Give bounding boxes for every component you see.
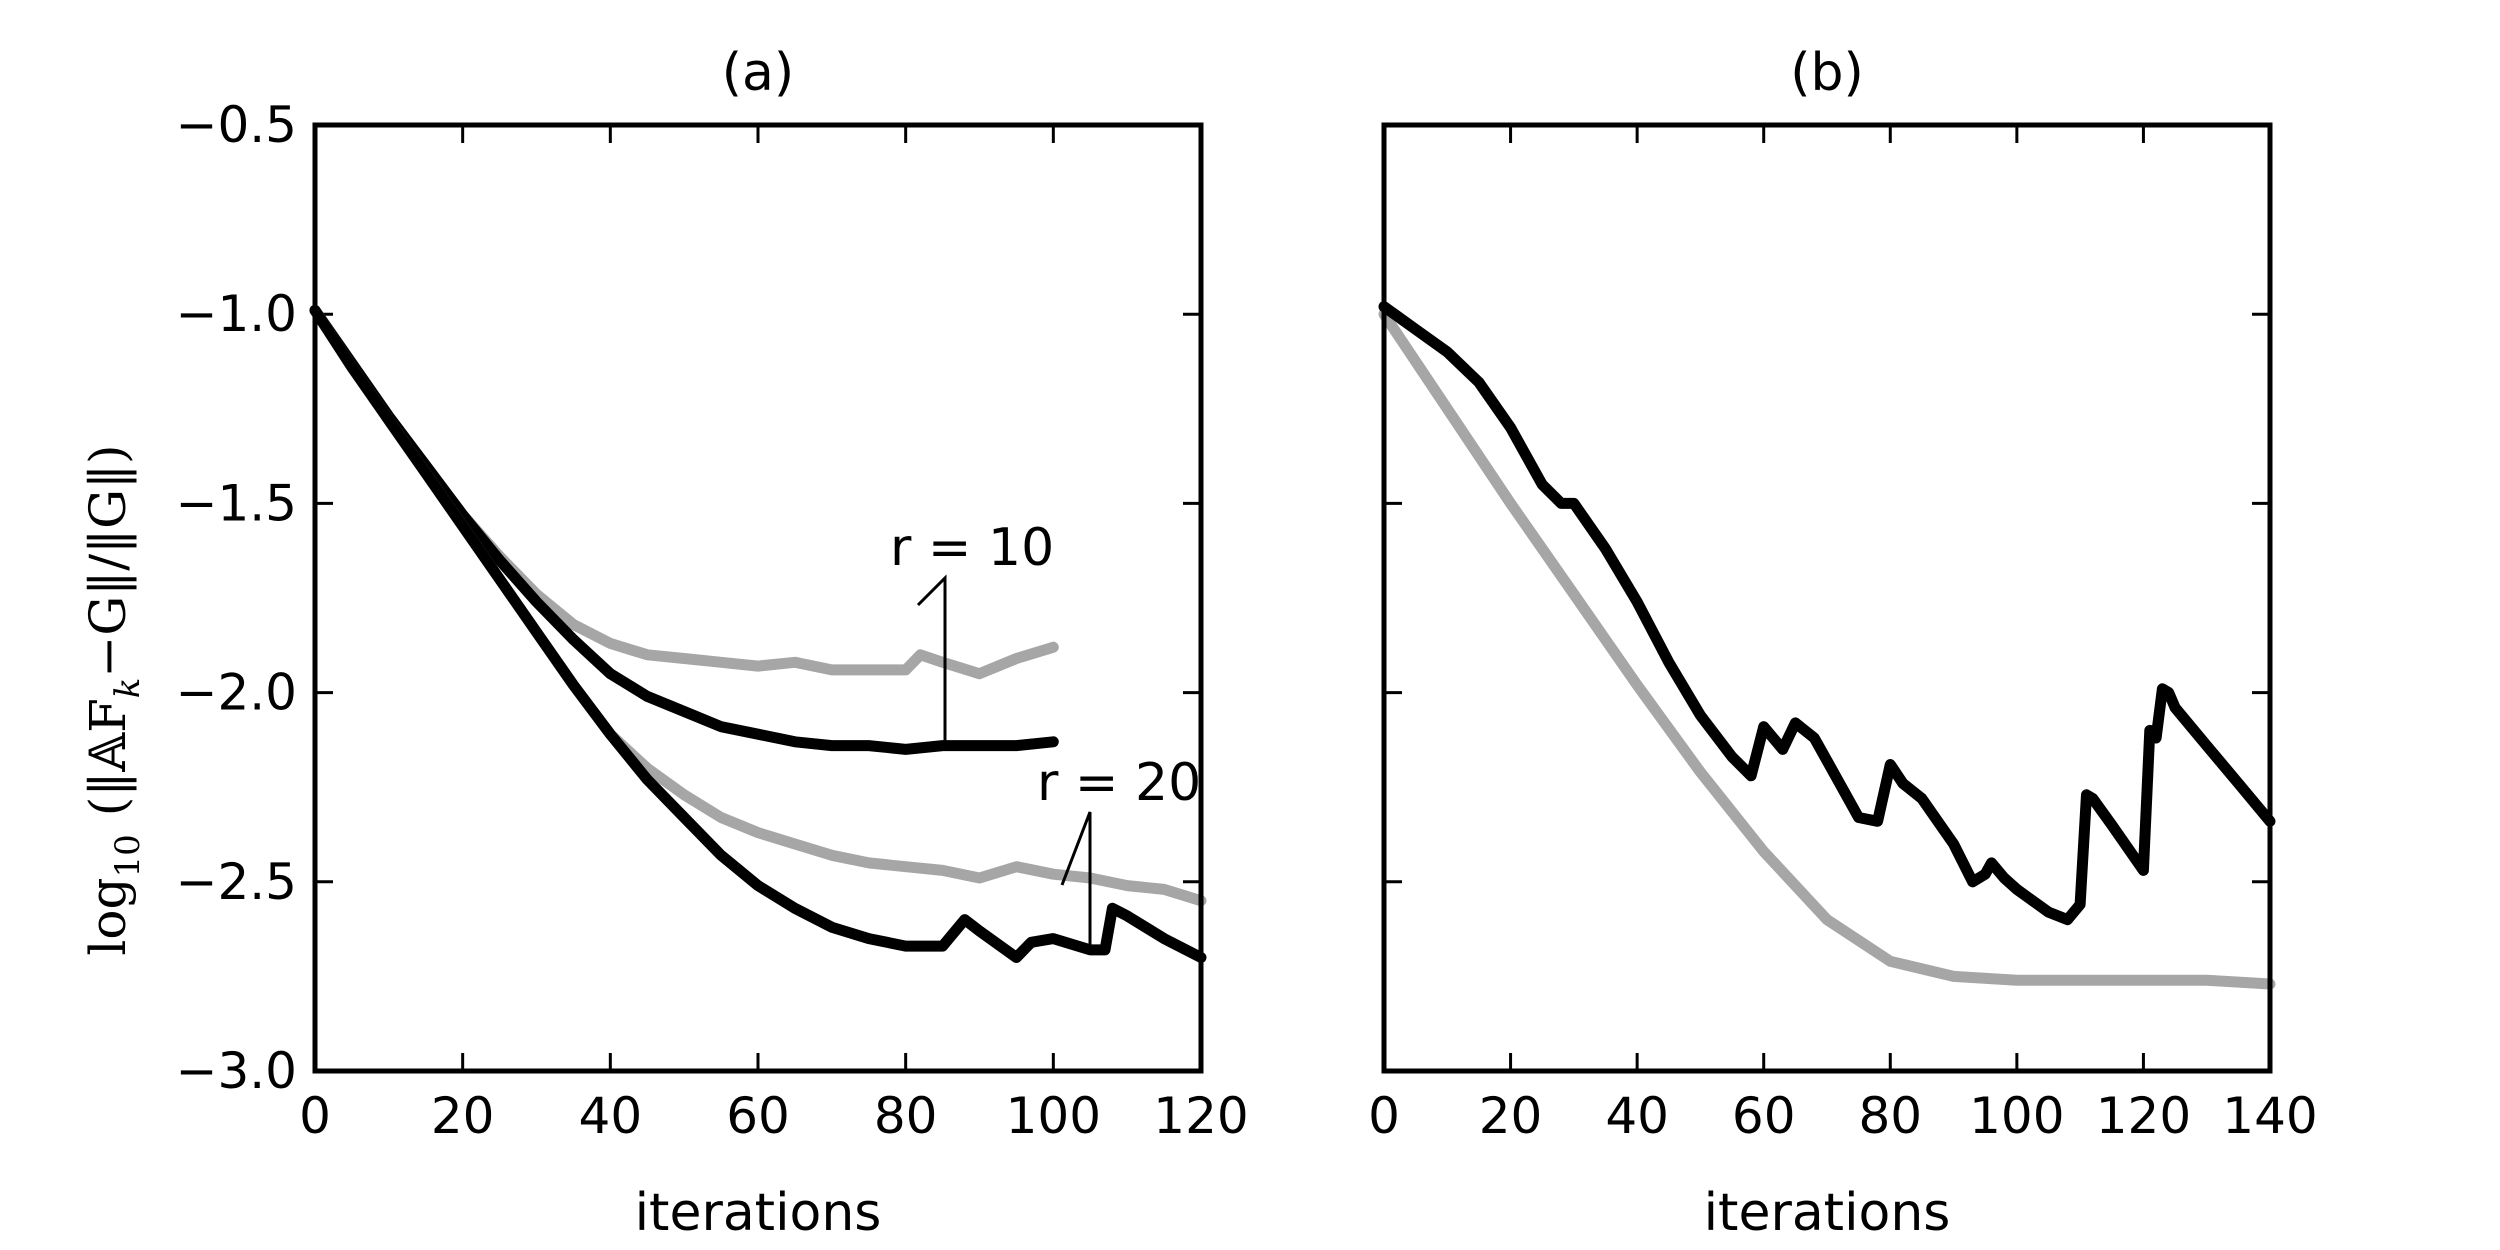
annotation-r10-leader	[916, 574, 947, 743]
panel-b-xtick-label-5: 100	[1969, 1087, 2064, 1145]
panel-b-series-0	[1378, 308, 2276, 990]
panel-b-x-axis-label: iterations	[1704, 1183, 1951, 1243]
annotation-r20-label: r = 20	[1037, 753, 1201, 813]
panel-a-series-0	[309, 304, 1059, 680]
panel-a-title: (a)	[722, 43, 794, 103]
panel-a-xtick-label-5: 100	[1006, 1087, 1101, 1145]
panel-a-xtick-label-2: 40	[579, 1087, 643, 1145]
panel-a-frame	[312, 122, 1204, 1074]
panel-b: (b) 0 20 40 60 80 100 120 140 iterations	[1368, 43, 2318, 1243]
panel-a-xtick-label-3: 60	[726, 1087, 790, 1145]
panel-a-ytick-label-5: −0.5	[176, 96, 297, 154]
panel-a-ticks: 0 20 40 60 80 100 120 −3.0 −2.5 −2.0 −1.5 −1.0 −0.5	[176, 96, 1249, 1145]
y-axis-label: log10(‖𝔸Fk−G‖/‖G‖)	[79, 444, 148, 955]
panel-a-ytick-label-1: −2.5	[176, 853, 297, 911]
panel-a-ytick-label-2: −2.0	[176, 664, 297, 722]
panel-a-ytick-label-4: −1.0	[176, 285, 297, 343]
panel-a-ytick-label-3: −1.5	[176, 474, 297, 532]
panel-a-xtick-label-1: 20	[431, 1087, 495, 1145]
panel-b-xtick-label-3: 60	[1732, 1087, 1796, 1145]
panel-a-xtick-label-6: 120	[1153, 1087, 1248, 1145]
panel-b-series-1	[1378, 301, 2276, 926]
panel-b-xtick-label-7: 140	[2222, 1087, 2317, 1145]
panel-a: (a) 0 20 40 60 80 100 120 −3.0 −2.5 −2.0 −1.5 −1.0 −…	[176, 43, 1249, 1243]
panel-b-xtick-label-6: 120	[2096, 1087, 2191, 1145]
panel-b-xtick-label-1: 20	[1479, 1087, 1543, 1145]
panel-b-xtick-label-4: 80	[1858, 1087, 1922, 1145]
panel-b-title: (b)	[1790, 43, 1864, 103]
svg-text:log10(‖𝔸Fk−G‖/‖G‖): log10(‖𝔸Fk−G‖/‖G‖)	[79, 444, 148, 955]
panel-b-frame	[1381, 122, 2273, 1074]
panel-a-xtick-label-4: 80	[874, 1087, 938, 1145]
panel-a-series	[309, 304, 1207, 963]
panel-a-xtick-label-0: 0	[299, 1087, 331, 1145]
panel-a-ytick-label-0: −3.0	[176, 1042, 297, 1100]
panel-a-series-3	[309, 304, 1207, 963]
annotation-r20: r = 20	[1037, 753, 1201, 950]
panel-b-xtick-label-0: 0	[1368, 1087, 1400, 1145]
annotation-r20-leader	[1060, 811, 1092, 950]
panel-b-xtick-label-2: 40	[1605, 1087, 1669, 1145]
panel-a-x-axis-label: iterations	[635, 1183, 882, 1243]
panel-b-ticks: 0 20 40 60 80 100 120 140	[1368, 123, 2318, 1145]
annotation-r10-label: r = 10	[890, 518, 1054, 578]
annotation-r10: r = 10	[890, 518, 1054, 743]
panel-b-series	[1378, 301, 2276, 990]
